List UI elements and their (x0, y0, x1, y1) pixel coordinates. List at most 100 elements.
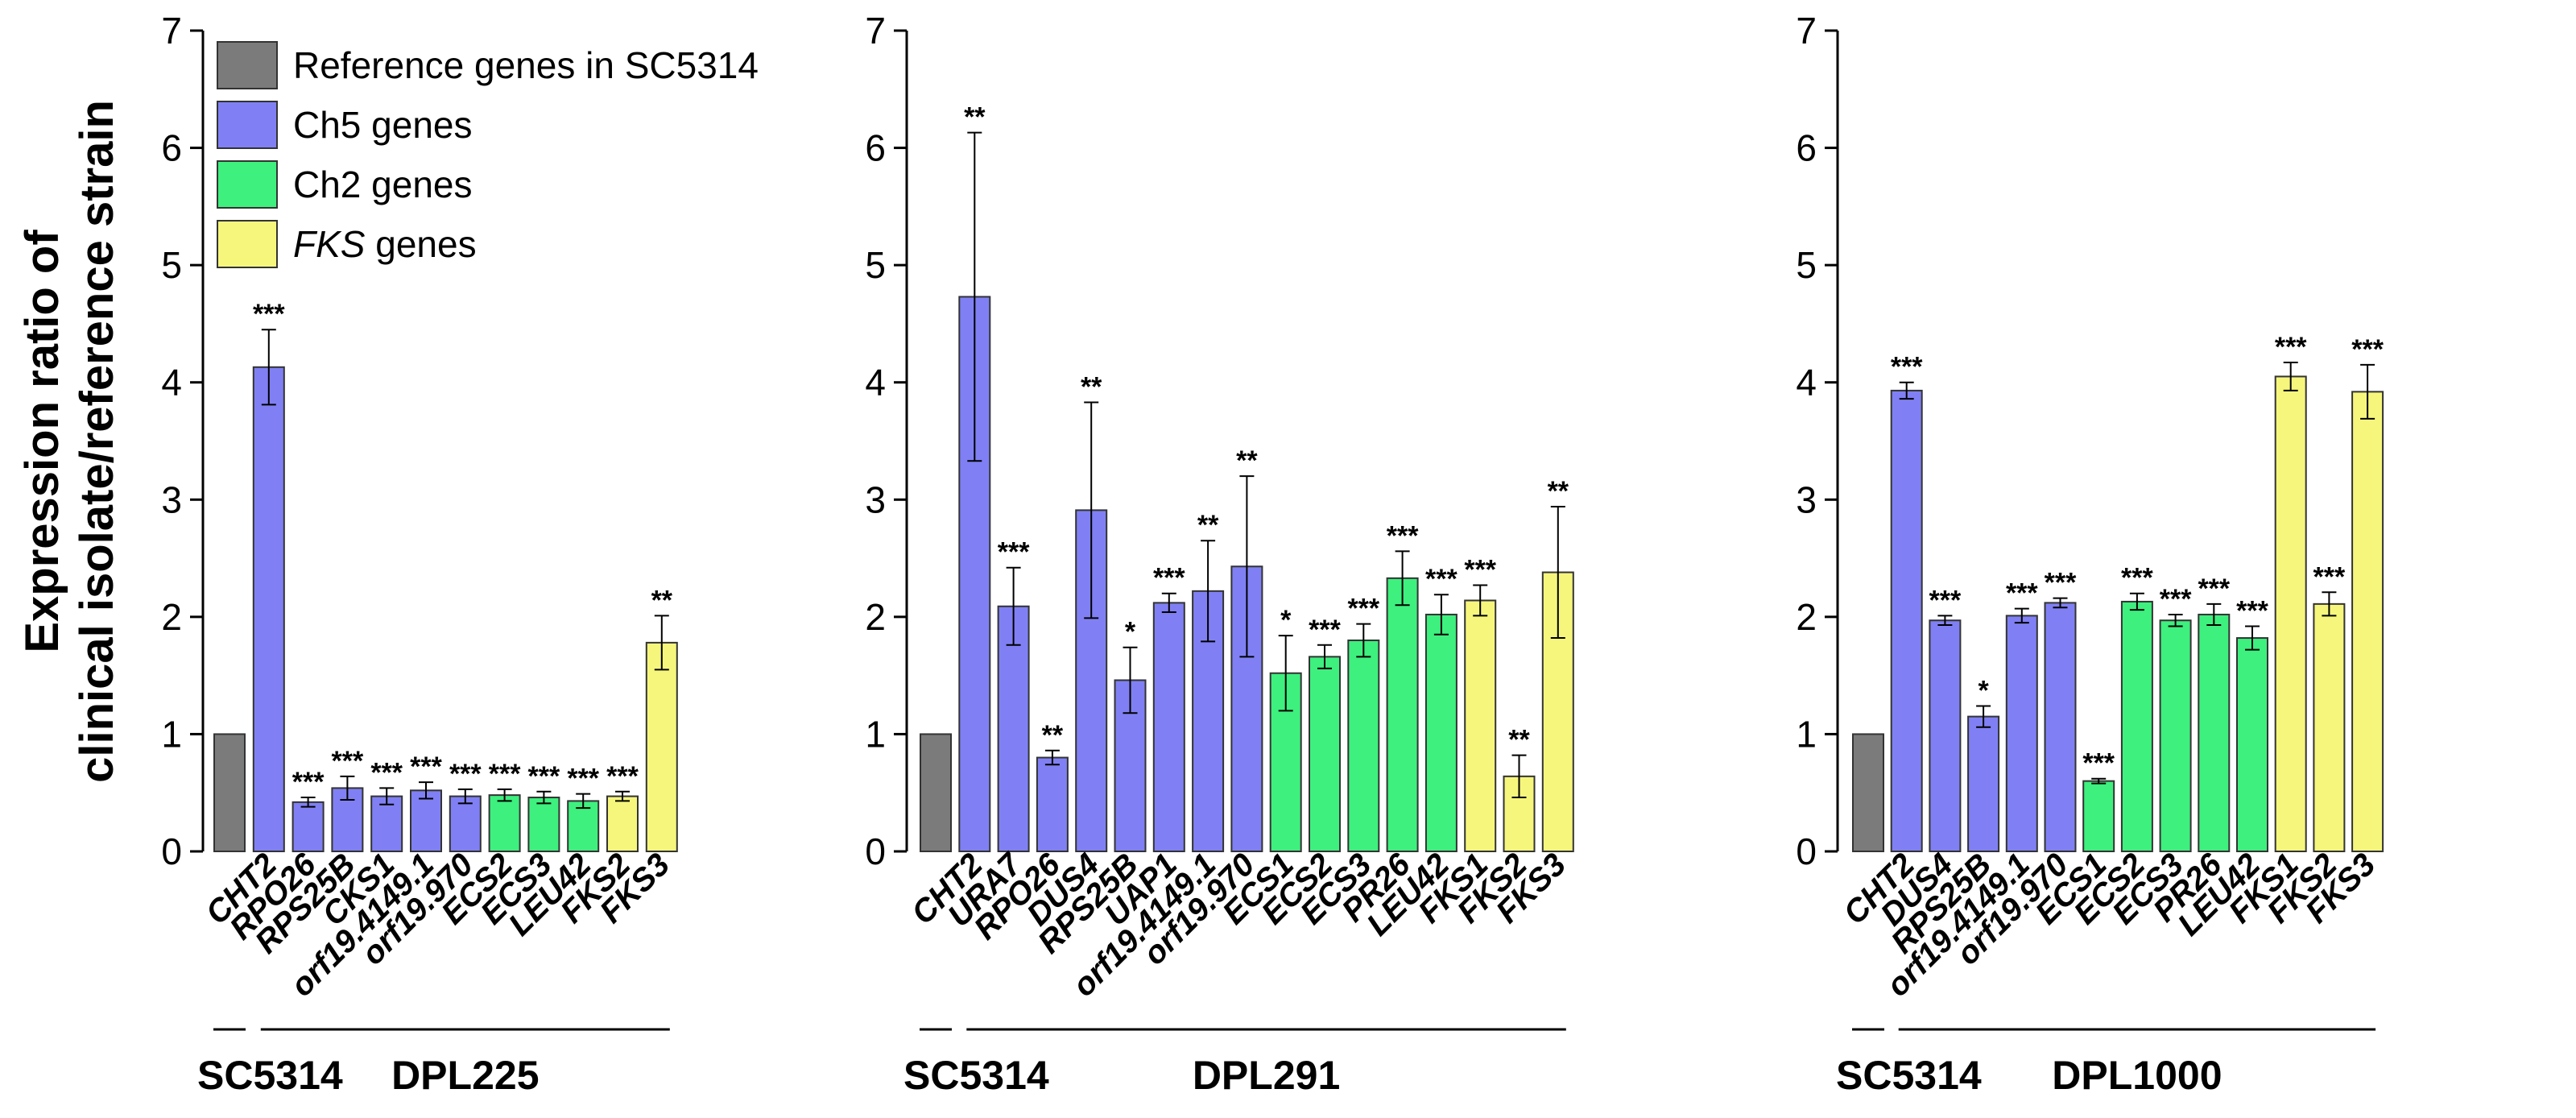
significance-label: *** (2351, 334, 2384, 365)
bar-PR26 (1386, 577, 1419, 852)
reference-strain-label: SC5314 (1836, 1053, 1982, 1098)
significance-label: * (1280, 605, 1292, 636)
significance-label: *** (998, 537, 1030, 568)
legend-swatch-ch2 (217, 160, 278, 209)
significance-label: *** (2236, 596, 2268, 627)
significance-label: *** (2045, 568, 2077, 598)
bar-reference (920, 733, 952, 853)
bar-CHT2 (252, 366, 285, 853)
significance-label: * (1978, 675, 1989, 706)
y-tick-label: 2 (161, 596, 182, 638)
significance-label: *** (567, 764, 599, 794)
significance-label: ** (1081, 371, 1102, 402)
legend-label-fks: FKS genes (293, 223, 477, 265)
significance-label: ** (1236, 445, 1258, 476)
significance-label: ** (1042, 720, 1064, 751)
bar-RPS25B (1967, 715, 2000, 852)
bar-CHT2 (1890, 389, 1923, 852)
y-tick-label: 7 (865, 10, 886, 52)
legend-label-ch5: Ch5 genes (293, 104, 473, 146)
bar-UAP1 (1152, 602, 1185, 852)
significance-label: *** (1309, 615, 1341, 645)
significance-label: ** (964, 102, 986, 133)
y-tick-label: 4 (161, 362, 182, 404)
reference-strain-label: SC5314 (903, 1053, 1049, 1098)
significance-label: *** (2160, 584, 2192, 615)
bar-orf19.970 (2044, 602, 2077, 852)
chart-panel-DPL1000: 01234567***CHT2***DUS4*RPS25B***orf19.41… (1796, 10, 2384, 1098)
bar-FKS1 (2274, 375, 2307, 852)
bar-ECS3 (527, 797, 560, 853)
y-tick-label: 6 (1796, 127, 1817, 169)
y-tick-label: 6 (161, 127, 182, 169)
bar-ECS1 (2082, 780, 2115, 853)
significance-label: *** (2313, 561, 2346, 592)
significance-label: *** (1387, 520, 1419, 551)
legend-swatch-reference (217, 41, 278, 89)
bar-LEU42 (2236, 637, 2268, 852)
bar-RPO26 (1036, 756, 1069, 852)
significance-label: *** (1464, 555, 1496, 586)
reference-strain-label: SC5314 (197, 1053, 343, 1098)
significance-label: *** (410, 752, 442, 782)
significance-label: *** (1425, 564, 1458, 594)
y-tick-label: 1 (865, 713, 886, 755)
legend-swatch-ch5 (217, 101, 278, 149)
significance-label: *** (1929, 585, 1962, 615)
isolate-label: DPL1000 (2052, 1053, 2222, 1098)
bar-URA7 (997, 605, 1030, 853)
significance-label: ** (1508, 725, 1530, 756)
y-tick-label: 5 (865, 244, 886, 286)
bar-reference (213, 733, 246, 853)
bar-CKS1 (370, 795, 403, 852)
y-tick-label: 3 (865, 478, 886, 520)
y-axis-title-line-2: clinical isolate/reference strain (71, 100, 123, 783)
bar-ECS2 (488, 794, 521, 853)
bar-FKS2 (606, 795, 639, 852)
bar-RPO26 (292, 801, 325, 852)
y-tick-label: 5 (1796, 244, 1817, 286)
isolate-label: DPL225 (391, 1053, 539, 1098)
bar-DUS4 (1929, 619, 1962, 853)
significance-label: * (1125, 617, 1136, 648)
y-tick-label: 6 (865, 127, 886, 169)
significance-label: *** (606, 761, 639, 792)
bar-ECS3 (2159, 619, 2192, 853)
significance-label: ** (1197, 510, 1219, 540)
y-tick-label: 5 (161, 244, 182, 286)
y-tick-label: 2 (1796, 596, 1817, 638)
chart-panel-DPL291: 01234567**CHT2***URA7**RPO26**DUS4*RPS25… (865, 10, 1574, 1098)
bar-FKS3 (2351, 391, 2384, 852)
bar-FKS2 (2313, 602, 2346, 852)
y-tick-label: 0 (865, 830, 886, 872)
bar-ECS3 (1347, 639, 1380, 852)
significance-label: ** (1548, 476, 1569, 507)
legend-swatch-fks (217, 220, 278, 268)
legend: Reference genes in SC5314 Ch5 genes Ch2 ge… (217, 41, 759, 268)
bar-PR26 (2198, 613, 2231, 853)
y-tick-label: 3 (1796, 478, 1817, 520)
significance-label: *** (1153, 563, 1185, 594)
significance-label: *** (489, 759, 521, 789)
legend-label-reference: Reference genes in SC5314 (293, 44, 759, 86)
significance-label: *** (1891, 352, 1923, 383)
significance-label: ** (651, 585, 673, 615)
significance-label: *** (1347, 594, 1379, 624)
bar-orf19.4149.1 (410, 789, 442, 852)
bar-orf19.970 (449, 795, 482, 852)
bar-FKS3 (645, 641, 678, 853)
legend-label-ch2: Ch2 genes (293, 164, 473, 205)
bar-LEU42 (1424, 613, 1458, 853)
isolate-label: DPL291 (1193, 1053, 1340, 1098)
bar-ECS2 (1309, 656, 1341, 853)
y-axis-title-line-1: Expression ratio of (16, 230, 68, 653)
bar-FKS1 (1464, 599, 1497, 853)
significance-label: *** (2198, 573, 2230, 604)
bar-orf19.4149.1 (2005, 615, 2038, 852)
significance-label: *** (2006, 578, 2038, 609)
significance-label: *** (2121, 563, 2153, 594)
significance-label: *** (370, 757, 403, 788)
y-tick-label: 4 (865, 362, 886, 404)
y-tick-label: 7 (1796, 10, 1817, 52)
